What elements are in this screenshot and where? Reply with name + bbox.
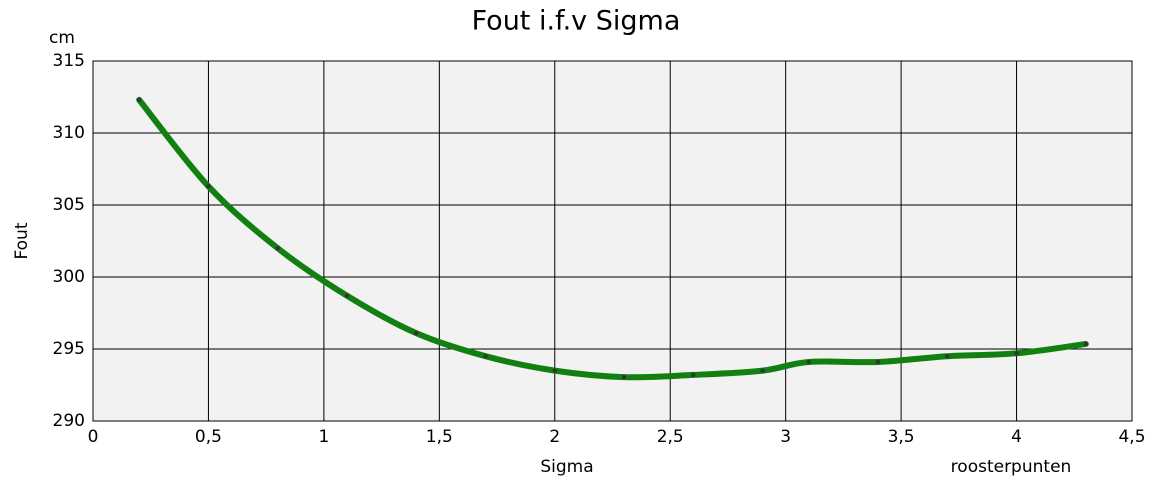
y-tick-label: 300 [53,267,85,287]
x-note: roosterpunten [951,457,1072,477]
x-tick-label: 4 [1011,427,1022,447]
y-tick-label: 305 [53,195,85,215]
x-tick-label: 3 [780,427,791,447]
data-point [875,359,881,365]
data-point [552,368,557,373]
x-tick-label: 2,5 [657,427,684,447]
y-tick-label: 290 [53,411,85,431]
data-point [275,246,280,251]
data-point [1014,351,1019,356]
plot-border [92,60,1133,422]
x-tick-label: 0,5 [195,427,222,447]
x-tick-label: 3,5 [888,427,915,447]
data-point [806,359,811,365]
x-tick-label: 0 [88,427,99,447]
data-point [760,368,765,373]
data-point [1083,341,1089,347]
chart-title: Fout i.f.v Sigma [472,6,681,37]
plot-area [93,61,1132,421]
data-point [621,374,627,380]
x-tick-label: 4,5 [1118,427,1145,447]
x-tick-label: 2 [549,427,560,447]
x-tick-label: 1,5 [426,427,453,447]
data-point [136,97,142,103]
data-point [414,330,419,336]
x-tick-label: 1 [318,427,329,447]
y-tick-label: 315 [53,51,85,71]
data-point [483,354,488,359]
y-unit: cm [49,28,75,48]
data-point [206,184,211,189]
y-axis-label: Fout [12,222,32,259]
data-point [344,293,350,298]
y-tick-label: 295 [53,339,85,359]
data-point [945,354,950,359]
data-point [691,372,696,378]
x-axis-label: Sigma [540,457,593,477]
y-tick-label: 310 [53,123,85,143]
